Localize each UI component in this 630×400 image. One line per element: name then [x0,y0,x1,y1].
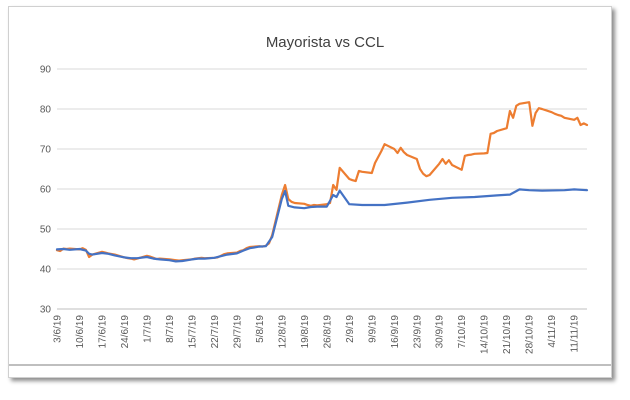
x-tick-label: 7/10/19 [457,315,468,349]
chart-title: Mayorista vs CCL [266,34,384,51]
series-line-1 [55,101,589,262]
x-tick-label: 29/7/19 [232,315,243,349]
x-tick-label: 8/7/19 [165,315,176,343]
x-tick-label: 22/7/19 [210,315,221,349]
y-tick-label: 50 [40,225,52,236]
x-tick-label: 2/9/19 [345,315,356,343]
x-tick-label: 11/11/19 [570,315,581,353]
line-chart: Mayorista vs CCL 30 40 50 60 70 80 90 3/6/19 10… [9,34,611,366]
y-axis-ticks: 30 40 50 60 70 80 90 [40,65,52,316]
chart-frame: Mayorista vs CCL 30 40 50 60 70 80 90 3/6/19 10… [8,6,612,378]
y-tick-label: 90 [40,65,52,76]
y-tick-label: 60 [40,185,52,196]
x-tick-label: 30/9/19 [435,315,446,349]
y-tick-label: 40 [40,265,52,276]
x-tick-label: 21/10/19 [502,315,513,354]
x-tick-label: 9/9/19 [367,315,378,343]
x-tick-label: 5/8/19 [255,315,266,343]
x-tick-label: 14/10/19 [480,315,491,354]
gridlines [57,68,587,270]
x-tick-label: 23/9/19 [412,315,423,349]
x-tick-label: 4/11/19 [547,315,558,348]
x-tick-label: 10/6/19 [75,315,86,349]
y-tick-label: 30 [40,305,52,316]
x-tick-label: 12/8/19 [277,315,288,349]
y-tick-label: 70 [40,145,52,156]
y-tick-label: 80 [40,105,52,116]
x-tick-label: 15/7/19 [187,315,198,349]
x-tick-label: 16/9/19 [390,315,401,349]
x-tick-label: 28/10/19 [525,315,536,354]
x-axis-ticks: 3/6/19 10/6/19 17/6/19 24/6/19 1/7/19 8/7/19 1… [53,315,581,354]
x-tick-label: 17/6/19 [97,315,108,349]
x-tick-label: 1/7/19 [142,315,153,343]
series-lines [55,101,589,263]
x-tick-label: 24/6/19 [120,315,131,349]
x-tick-label: 19/8/19 [300,315,311,349]
x-tick-label: 3/6/19 [53,315,64,343]
x-tick-label: 26/8/19 [322,315,333,349]
series-line-2 [55,188,589,263]
